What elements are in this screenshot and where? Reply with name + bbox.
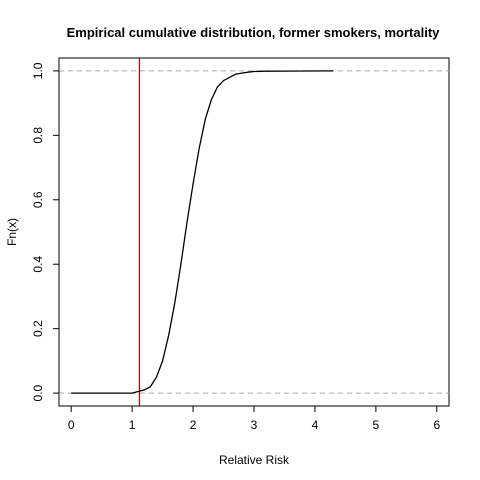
- chart-title: Empirical cumulative distribution, forme…: [67, 25, 441, 40]
- y-axis-label: Fn(x): [5, 218, 19, 246]
- y-tick-label-0: 0.0: [31, 384, 45, 401]
- x-tick-label-5: 5: [373, 418, 380, 432]
- x-axis: 0 1 2 3 4 5 6: [68, 405, 440, 432]
- x-tick-label-6: 6: [433, 418, 440, 432]
- ecdf-line-0: [71, 70, 334, 394]
- plot-frame: [58, 57, 450, 407]
- x-axis-label: Relative Risk: [219, 453, 290, 467]
- x-tick-label-3: 3: [251, 418, 258, 432]
- y-tick-label-1: 0.2: [31, 320, 45, 337]
- x-tick-label-2: 2: [190, 418, 197, 432]
- x-tick-label-0: 0: [68, 418, 75, 432]
- y-tick-label-2: 0.4: [31, 256, 45, 273]
- series-layer: [71, 70, 334, 394]
- y-axis: 0.0 0.2 0.4 0.6 0.8 1.0: [31, 62, 60, 401]
- x-tick-label-1: 1: [129, 418, 136, 432]
- y-tick-label-5: 1.0: [31, 62, 45, 79]
- x-tick-label-4: 4: [312, 418, 319, 432]
- y-tick-label-4: 0.8: [31, 127, 45, 144]
- y-tick-label-3: 0.6: [31, 191, 45, 208]
- reference-lines: [59, 58, 449, 406]
